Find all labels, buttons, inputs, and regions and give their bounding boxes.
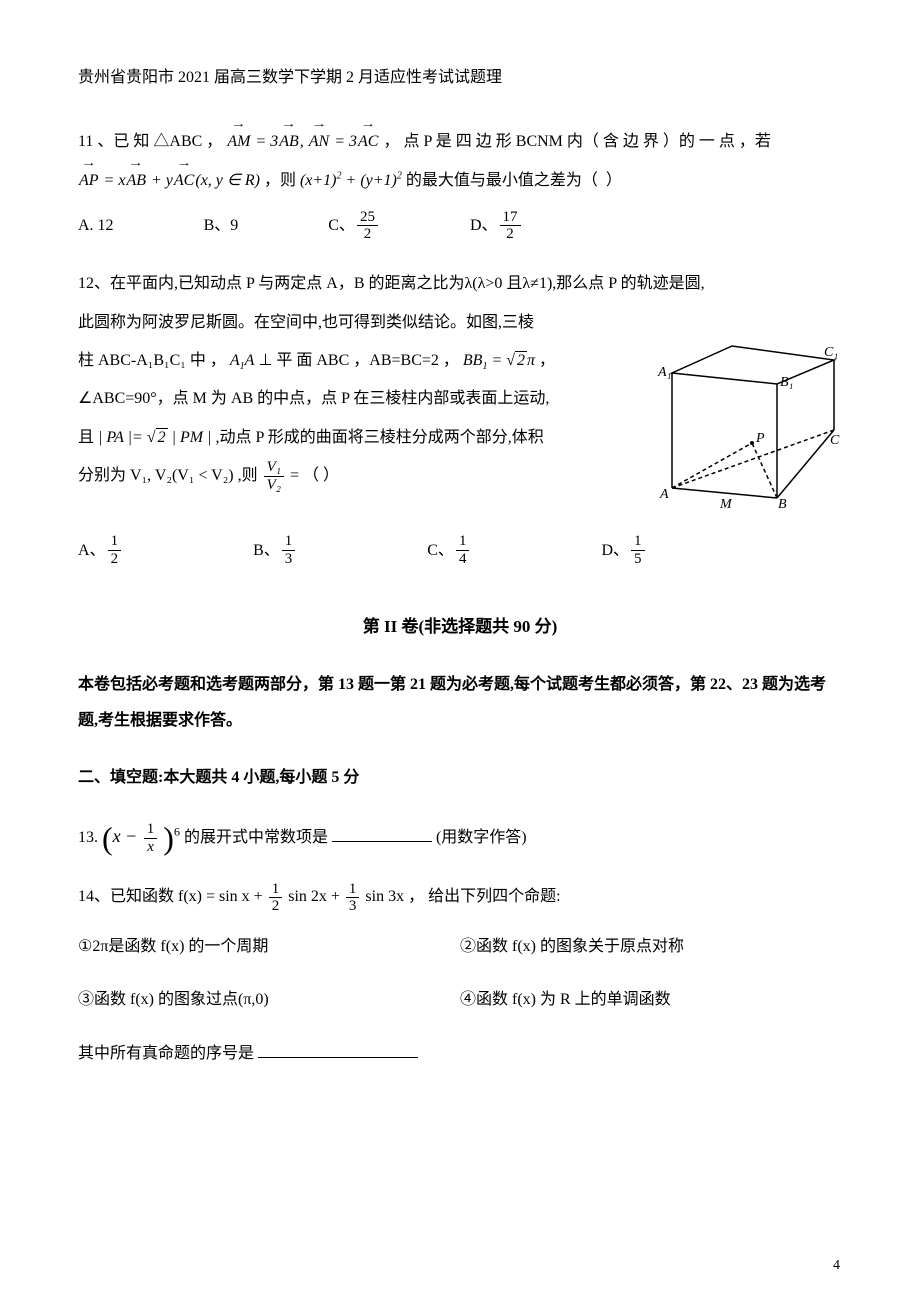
question-14: 14、已知函数 f(x) = sin x + 12 sin 2x + 13 si… <box>78 878 842 1073</box>
q12-optD: D、 15 <box>601 533 646 568</box>
svg-text:M: M <box>719 497 733 508</box>
q11-optA: A. 12 <box>78 208 114 243</box>
q12-line4: ∠ABC=90°，点 M 为 AB 的中点，点 P 在三棱柱内部或表面上运动, <box>78 380 642 418</box>
question-12: 12、在平面内,已知动点 P 与两定点 A，B 的距离之比为λ(λ>0 且λ≠1… <box>78 265 842 568</box>
question-13: 13. (x − 1x )6 的展开式中常数项是 (用数字作答) <box>78 817 842 857</box>
q12-optA: A、 12 <box>78 533 123 568</box>
q12-optB: B、 13 <box>253 533 297 568</box>
svg-text:B₁: B₁ <box>780 375 793 390</box>
q11-mid: ， 点 P 是 四 边 形 BCNM 内（ 含 边 界 ）的 一 点 ，若 <box>383 133 770 150</box>
q12-line6-pre: 分别为 V₁, V₂(V₁ < V₂) ,则 <box>78 467 258 484</box>
q12-options: A、 12 B、 13 C、 14 D、 15 <box>78 533 842 568</box>
svg-text:C₁: C₁ <box>824 345 838 360</box>
svg-text:C: C <box>830 433 840 448</box>
q11-optC: C、 252 <box>328 208 380 243</box>
q14-s2: ②函数 f(x) 的图象关于原点对称 <box>460 929 842 964</box>
q11-options: A. 12 B、9 C、 252 D、 172 <box>78 208 842 243</box>
q11-prefix: 11 、已 知 △ABC ， <box>78 133 222 150</box>
q12-line2: 此圆称为阿波罗尼斯圆。在空间中,也可得到类似结论。如图,三棱 <box>78 304 642 342</box>
instructions: 本卷包括必考题和选考题两部分，第 13 题一第 21 题为必考题,每个试题考生都… <box>78 667 842 737</box>
svg-text:B: B <box>778 497 787 508</box>
page-number: 4 <box>833 1251 840 1282</box>
q14-s3: ③函数 f(x) 的图象过点(π,0) <box>78 982 460 1017</box>
question-11: 11 、已 知 △ABC ， AM = 3AB, AN = 3AC ， 点 P … <box>78 123 842 243</box>
q14-s4: ④函数 f(x) 为 R 上的单调函数 <box>460 982 842 1017</box>
q13-blank <box>332 826 432 842</box>
q12-line1: 12、在平面内,已知动点 P 与两定点 A，B 的距离之比为λ(λ>0 且λ≠1… <box>78 265 842 303</box>
svg-text:P: P <box>755 431 765 446</box>
svg-text:A: A <box>659 487 669 502</box>
svg-text:A₁: A₁ <box>657 365 671 380</box>
q11-optD: D、 172 <box>470 208 523 243</box>
q11-optB: B、9 <box>204 208 239 243</box>
sub-section-heading: 二、填空题:本大题共 4 小题,每小题 5 分 <box>78 760 842 795</box>
q14-conclusion: 其中所有真命题的序号是 <box>78 1045 254 1062</box>
section-2-title: 第 II 卷(非选择题共 90 分) <box>78 608 842 645</box>
q12-line3-pre: 柱 ABC-A₁B₁C₁ 中 ， <box>78 352 226 369</box>
page-header: 贵州省贵阳市 2021 届高三数学下学期 2 月适应性考试试题理 <box>78 60 842 95</box>
q14-s1: ①2π是函数 f(x) 的一个周期 <box>78 929 460 964</box>
q12-optC: C、 14 <box>427 533 471 568</box>
q14-blank <box>258 1042 418 1058</box>
q12-figure: A₁ B₁ C₁ A B C M P <box>642 304 842 521</box>
